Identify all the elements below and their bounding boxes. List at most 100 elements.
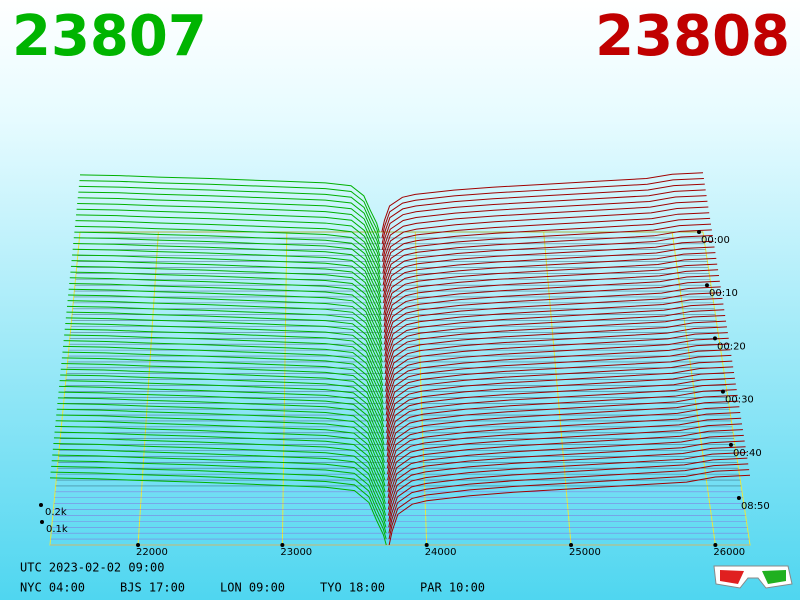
bids-curve <box>61 357 384 422</box>
asks-curve <box>381 172 704 233</box>
asks-curve <box>388 469 750 540</box>
asks-curve <box>387 446 746 516</box>
bids-curve <box>55 425 386 492</box>
bids-curve <box>60 374 385 439</box>
bids-curve <box>55 420 386 487</box>
bids-curve <box>58 391 385 457</box>
bids-curve <box>52 454 387 522</box>
asks-curve <box>384 297 723 363</box>
z-tick-label: 0.1k <box>46 524 68 535</box>
zone-clock: LON 09:00 <box>220 581 285 595</box>
ask-price: 23808 <box>595 4 790 69</box>
bids-curve <box>73 243 382 304</box>
asks-curve <box>382 212 710 274</box>
bids-curve <box>59 385 385 451</box>
bids-curve <box>63 340 384 404</box>
bids-curve <box>57 403 386 469</box>
bids-curve <box>52 448 387 516</box>
asks-curve <box>386 366 734 433</box>
bids-curve <box>49 477 387 546</box>
asks-curve <box>386 377 735 445</box>
asks-curve <box>388 463 749 534</box>
asks-curve <box>386 383 736 451</box>
time-tick <box>736 496 741 501</box>
asks-curve <box>383 240 714 303</box>
asks-curve <box>387 423 743 492</box>
asks-curve <box>382 223 712 286</box>
asks-curve <box>385 337 729 404</box>
time-tick-label: 00:10 <box>709 288 738 299</box>
bids-curve <box>51 460 387 528</box>
asks-curve <box>384 320 727 386</box>
asks-curve <box>382 235 713 298</box>
z-tick <box>40 520 44 524</box>
asks-curve <box>387 429 743 498</box>
time-tick <box>697 230 701 234</box>
bids-curve <box>73 237 382 298</box>
zone-clocks: NYC 04:00 BJS 17:00 LON 09:00 TYO 18:00 PAR … <box>20 581 485 595</box>
asks-curve <box>383 280 720 345</box>
bids-curve <box>78 185 381 244</box>
asks-curve <box>383 269 719 333</box>
bids-curve <box>68 288 383 351</box>
asks-curve <box>384 286 721 351</box>
bids-curve <box>77 203 381 262</box>
bids-curve <box>79 174 380 233</box>
bids-curve <box>78 191 381 250</box>
asks-curve <box>383 263 718 327</box>
bids-curve <box>68 294 383 357</box>
bids-curve <box>74 225 381 286</box>
zone-clock: NYC 04:00 <box>20 581 85 595</box>
x-tick-label: 25000 <box>569 547 601 558</box>
x-tick <box>136 543 141 547</box>
asks-curve <box>386 372 735 439</box>
bids-curve <box>70 265 382 327</box>
bids-curve <box>59 380 385 445</box>
asks-curve <box>385 343 730 410</box>
bids-curve <box>67 300 383 363</box>
time-tick-label: 00:20 <box>717 341 746 352</box>
asks-curve <box>384 292 722 357</box>
asks-curve <box>382 217 711 280</box>
asks-curve <box>386 400 739 469</box>
asks-curve <box>382 206 709 268</box>
z-tick-label: 0.2k <box>45 507 67 518</box>
bids-curve <box>74 231 382 292</box>
asks-curve <box>381 177 704 239</box>
depth-slices <box>49 172 751 546</box>
x-tick <box>569 543 574 547</box>
time-tick-label: 00:30 <box>725 395 754 406</box>
3d-glasses-icon[interactable] <box>713 565 793 589</box>
asks-curve <box>385 354 732 422</box>
bids-curve <box>53 437 386 504</box>
asks-curve <box>386 389 737 457</box>
bids-curve <box>79 180 380 239</box>
green-lens <box>762 570 786 584</box>
bid-price: 23807 <box>12 4 207 69</box>
bids-curve <box>64 328 384 392</box>
time-tick-label: 00:40 <box>733 448 762 459</box>
bids-curve <box>61 363 385 428</box>
zone-clock: BJS 17:00 <box>120 581 185 595</box>
asks-curve <box>386 394 738 463</box>
zone-clock: PAR 10:00 <box>420 581 485 595</box>
x-tick-label: 22000 <box>136 547 168 558</box>
time-tick <box>728 442 733 447</box>
asks-curve <box>382 200 708 262</box>
bids-curve <box>76 214 381 274</box>
asks-curve <box>388 457 748 528</box>
bids-curve <box>71 260 382 321</box>
bids-curve <box>56 414 386 481</box>
bids-curve <box>56 408 386 475</box>
bids-curve <box>65 317 384 380</box>
x-tick-label: 26000 <box>713 547 745 558</box>
bids-curve <box>66 305 383 368</box>
asks-curve <box>385 349 731 416</box>
bids-curve <box>70 271 383 333</box>
asks-curve <box>383 257 717 321</box>
asks-curve <box>387 412 741 481</box>
bids-curve <box>77 197 381 256</box>
bids-curve <box>63 345 384 410</box>
grid-line <box>281 231 288 546</box>
